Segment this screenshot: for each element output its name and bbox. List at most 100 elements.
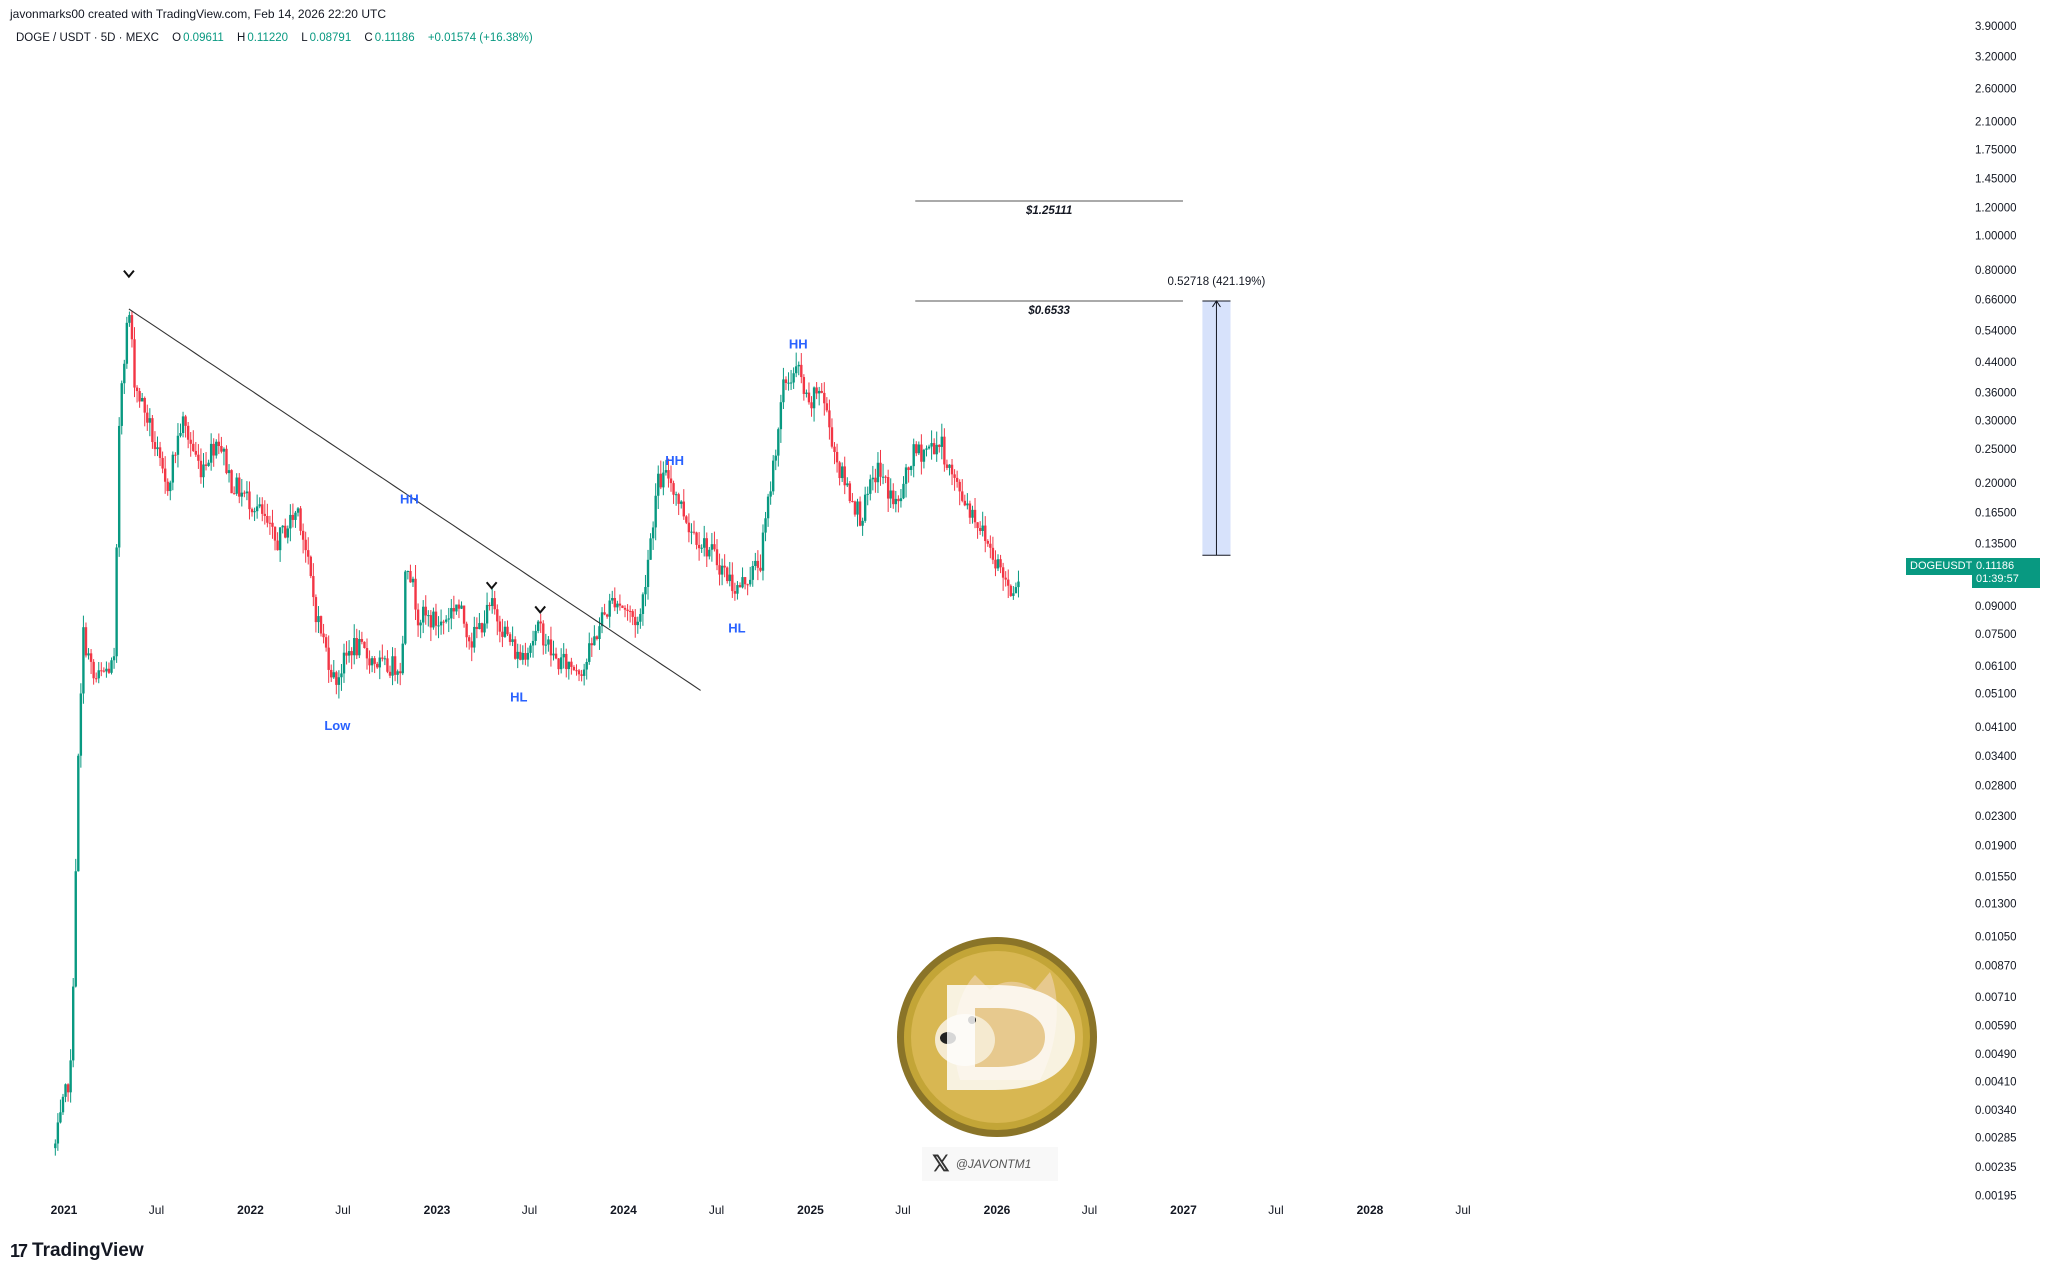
candle-body: [777, 429, 780, 456]
price-tick-label: 0.16500: [1975, 508, 2017, 520]
price-tick-label: 0.09000: [1975, 601, 2017, 613]
candle-body: [64, 1084, 67, 1097]
candle-body: [238, 477, 241, 497]
candle-body: [680, 501, 683, 504]
candle-body: [186, 425, 190, 440]
candle-body: [736, 585, 739, 594]
candle-body: [886, 477, 890, 499]
candle-body: [110, 660, 113, 673]
candle-body: [899, 498, 903, 502]
candle-body: [112, 656, 116, 661]
level-label: $0.6533: [1027, 305, 1070, 317]
candle-body: [199, 460, 203, 478]
price-tick-label: 0.02800: [1975, 781, 2017, 793]
price-axis[interactable]: 3.90000 3.20000 2.60000 2.10000 1.75000 1.450…: [1975, 21, 2017, 1203]
candle-body: [184, 416, 187, 426]
candle-body: [409, 570, 412, 583]
candle-body: [330, 669, 333, 678]
candle-body: [743, 577, 747, 585]
candle-body: [989, 543, 992, 548]
price-range-measure[interactable]: 0.52718 (421.19%): [1168, 276, 1266, 556]
candle-body: [94, 678, 98, 680]
candle-body: [807, 392, 811, 403]
candle-body: [948, 464, 951, 468]
candle-body: [894, 498, 898, 505]
price-tick-label: 0.36000: [1975, 388, 2017, 400]
time-tick-label: 2028: [1357, 1203, 1384, 1217]
pattern-label: HH: [665, 453, 684, 468]
candle-body: [498, 621, 502, 632]
candle-body: [388, 671, 392, 676]
candle-body: [759, 567, 762, 571]
candle-body: [376, 663, 379, 668]
candle-body: [69, 1060, 72, 1093]
candle-body: [991, 547, 995, 560]
candle-body: [728, 574, 731, 582]
candle-body: [996, 559, 1000, 569]
candle-body: [649, 538, 652, 560]
candle-body: [549, 639, 553, 656]
candle-body: [766, 496, 770, 519]
trendline-path[interactable]: [128, 308, 701, 691]
candle-body: [851, 501, 854, 503]
high-value: 0.11220: [247, 32, 289, 44]
price-tick-label: 2.60000: [1975, 83, 2017, 95]
candle-body: [874, 477, 877, 483]
candle-body: [751, 565, 754, 580]
candle-body: [797, 364, 800, 367]
candle-body: [478, 623, 481, 630]
candle-body: [189, 439, 192, 444]
price-tick-label: 0.01550: [1975, 872, 2017, 884]
candle-body: [202, 464, 205, 478]
candle-body: [863, 494, 867, 521]
symbol-name[interactable]: DOGE / USDT · 5D · MEXC: [16, 32, 159, 44]
candle-body: [92, 661, 95, 679]
pattern-label: HL: [510, 689, 527, 704]
candle-body: [782, 379, 785, 403]
candle-body: [192, 443, 195, 451]
candle-body: [820, 390, 823, 393]
candle-body: [475, 626, 479, 630]
candle-body: [697, 544, 701, 549]
tradingview-brand[interactable]: 17 TradingView: [10, 1240, 144, 1262]
candlestick-series[interactable]: [54, 311, 1020, 1156]
candle-body: [805, 392, 808, 394]
candle-body: [485, 604, 489, 624]
candle-body: [938, 444, 941, 447]
candle-body: [981, 525, 984, 531]
bar-countdown: 01:39:57: [1976, 573, 2019, 585]
candle-body: [337, 677, 341, 685]
candle-body: [501, 631, 504, 637]
candle-body: [161, 457, 164, 469]
candle-body: [450, 608, 453, 619]
candle-body: [66, 1084, 70, 1093]
candle-body: [641, 594, 645, 614]
candle-body: [953, 474, 956, 478]
pattern-label: HL: [728, 620, 745, 635]
trendline[interactable]: [128, 308, 701, 691]
price-tick-label: 0.80000: [1975, 265, 2017, 277]
candle-body: [421, 606, 425, 623]
candle-body: [378, 657, 381, 668]
candle-body: [358, 638, 361, 656]
candle-body: [917, 444, 921, 454]
candle-body: [621, 605, 624, 608]
candle-body: [858, 501, 862, 526]
candle-body: [470, 641, 473, 648]
candle-body: [278, 527, 282, 551]
candle-body: [531, 640, 535, 646]
candle-body: [907, 467, 910, 470]
open-label: O: [172, 32, 182, 44]
candle-body: [840, 466, 844, 479]
candle-body: [212, 443, 215, 456]
candle-body: [401, 643, 404, 674]
candle-body: [792, 373, 795, 383]
candle-body: [935, 444, 938, 455]
candle-body: [585, 661, 588, 670]
candle-body: [169, 482, 172, 492]
candle-body: [444, 619, 448, 622]
horizontal-levels[interactable]: $1.25111 $0.6533: [915, 200, 1183, 317]
time-axis[interactable]: 2021 Jul 2022 Jul 2023 Jul 2024 Jul 2025 Jul 2026 J…: [51, 1203, 1471, 1217]
candle-body: [756, 560, 760, 568]
